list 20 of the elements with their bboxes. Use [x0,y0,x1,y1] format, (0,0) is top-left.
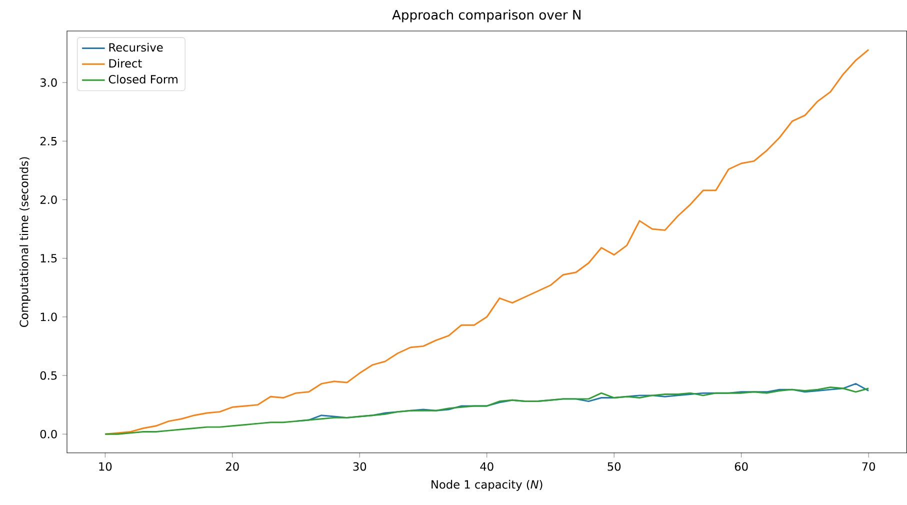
legend-label: Recursive [109,42,163,52]
x-tick-label: 30 [353,462,366,471]
x-tick-label: 70 [862,462,876,471]
y-axis-title: Computational time (seconds) [19,157,30,328]
x-tick-label: 20 [226,462,239,471]
legend-label: Direct [109,58,142,68]
chart-title: Approach comparison over N [392,10,580,22]
x-tick-label: 60 [734,462,748,471]
x-tick-label: 50 [608,462,621,471]
y-tick-label: 0.5 [40,371,57,380]
legend-label: Closed Form [108,74,178,84]
x-tick-label: 10 [99,462,112,471]
y-tick-label: 1.0 [40,312,57,322]
y-tick-label: 2.0 [40,196,57,204]
x-axis-title: Node 1 capacity (N) [432,480,542,491]
y-tick-label: 2.5 [40,136,57,146]
y-tick-label: 0.0 [40,430,57,438]
y-tick-label: 1.5 [40,254,57,263]
y-tick-label: 3.0 [40,78,57,87]
x-tick-label: 40 [480,462,494,471]
